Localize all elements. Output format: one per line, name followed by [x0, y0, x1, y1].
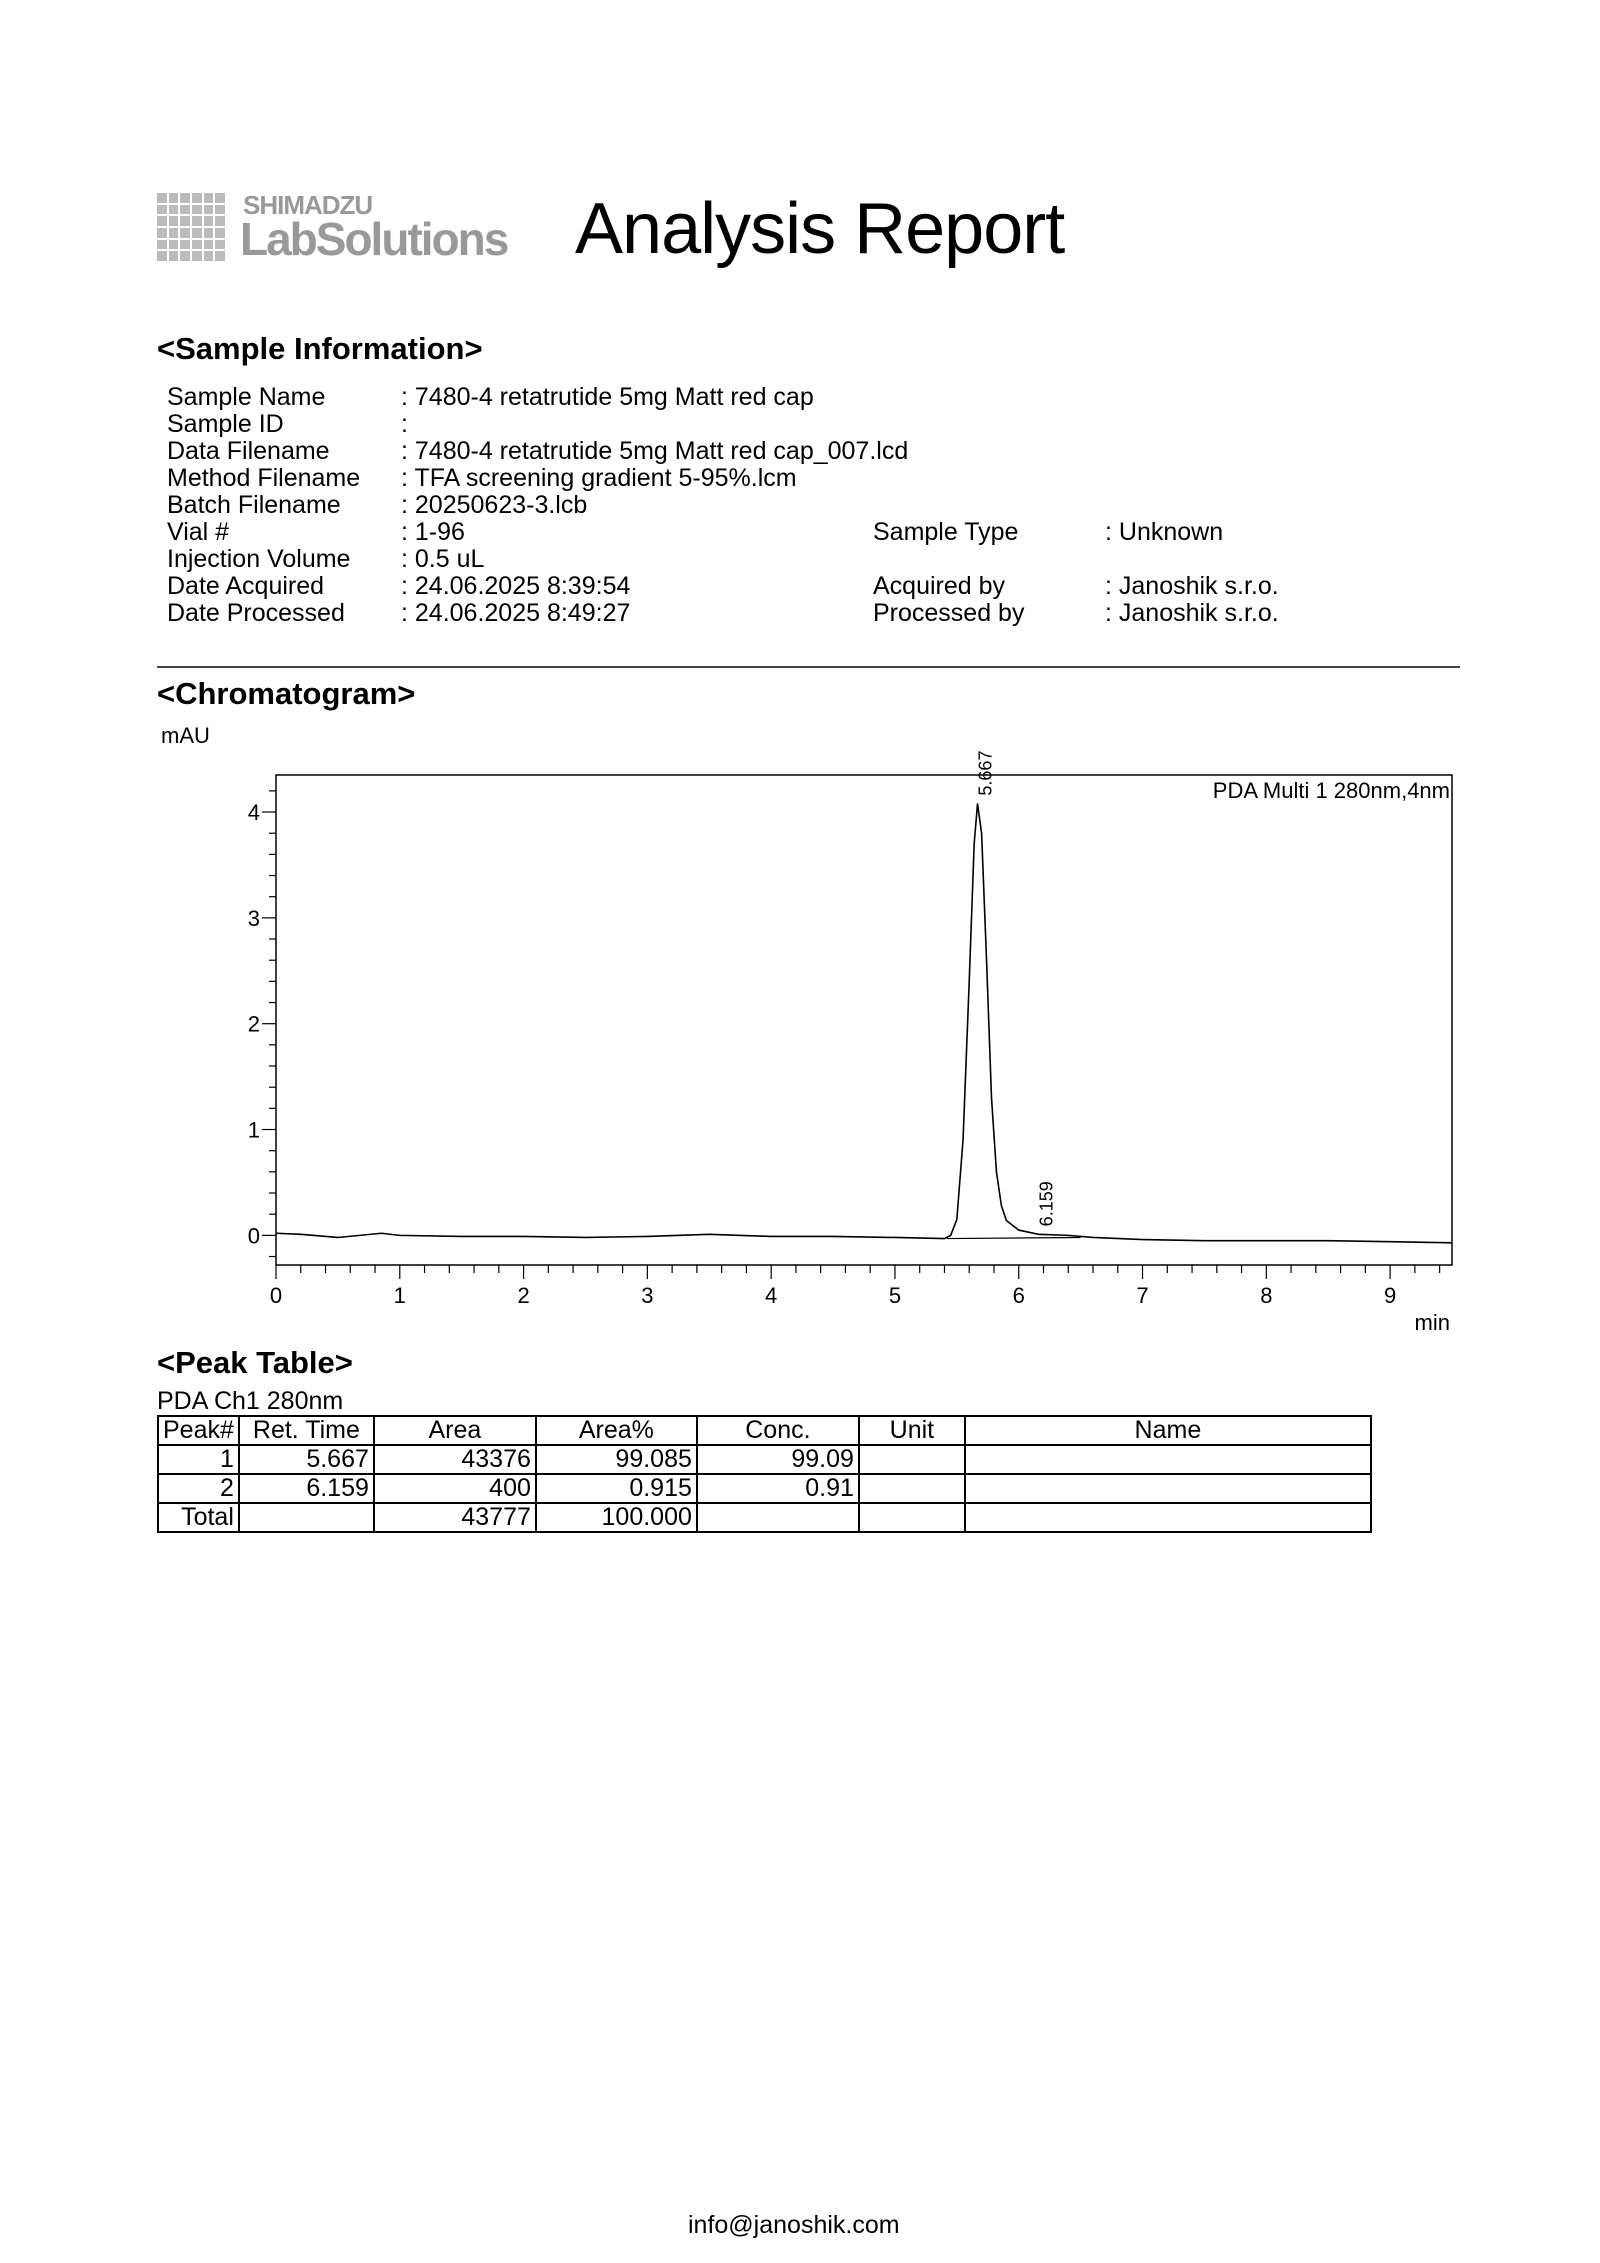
- column-header: Ret. Time: [237, 1415, 375, 1446]
- info-value: :: [401, 410, 408, 438]
- peak-baseline: [946, 1236, 1081, 1240]
- info-label: Sample ID: [167, 410, 284, 438]
- table-cell: [963, 1444, 1372, 1475]
- x-tick-label: 6: [1013, 1283, 1025, 1308]
- table-cell: 99.09: [695, 1444, 860, 1475]
- info-value: : 1-96: [401, 518, 465, 546]
- info-value: : 7480-4 retatrutide 5mg Matt red cap_00…: [401, 437, 909, 465]
- y-axis-label: mAU: [161, 723, 210, 748]
- table-row: 1 5.667 43376 99.085 99.09: [157, 1444, 1372, 1475]
- peak-label: 6.159: [1036, 1181, 1056, 1226]
- table-header-row: Peak# Ret. Time Area Area% Conc. Unit Name: [157, 1415, 1372, 1446]
- info-label: Sample Name: [167, 383, 326, 411]
- info-label: Batch Filename: [167, 491, 341, 519]
- column-header: Unit: [857, 1415, 966, 1446]
- info-value: : 20250623-3.lcb: [401, 491, 588, 519]
- info-value: : Janoshik s.r.o.: [1105, 572, 1279, 600]
- peak-table-heading: <Peak Table>: [157, 1345, 353, 1380]
- table-cell: [695, 1502, 860, 1533]
- info-label: Acquired by: [873, 572, 1006, 600]
- table-cell: 6.159: [237, 1473, 375, 1504]
- sample-info-heading: <Sample Information>: [157, 331, 483, 366]
- info-label: Vial #: [167, 518, 230, 546]
- x-tick-label: 4: [765, 1283, 777, 1308]
- x-tick-label: 7: [1136, 1283, 1148, 1308]
- labsolutions-logo-icon: [157, 193, 225, 261]
- logo-brand: SHIMADZU: [243, 190, 373, 220]
- chromatogram-heading: <Chromatogram>: [157, 676, 416, 711]
- info-label: Processed by: [873, 599, 1025, 627]
- table-cell: 1: [157, 1444, 240, 1475]
- table-cell: 43777: [372, 1502, 537, 1533]
- section-divider: [157, 666, 1460, 668]
- table-cell: 43376: [372, 1444, 537, 1475]
- table-row: Total 43777 100.000: [157, 1502, 1372, 1533]
- x-tick-label: 3: [641, 1283, 653, 1308]
- table-cell: [857, 1502, 966, 1533]
- info-label: Date Processed: [167, 599, 345, 627]
- info-value: : 7480-4 retatrutide 5mg Matt red cap: [401, 383, 814, 411]
- x-tick-label: 8: [1260, 1283, 1272, 1308]
- info-label: Date Acquired: [167, 572, 325, 600]
- column-header: Area: [372, 1415, 537, 1446]
- footer-email: info@janoshik.com: [688, 2211, 900, 2239]
- peak-table-channel: PDA Ch1 280nm: [157, 1387, 344, 1415]
- y-tick-label: 2: [248, 1012, 260, 1037]
- table-cell: Total: [157, 1502, 240, 1533]
- x-tick-label: 9: [1384, 1283, 1396, 1308]
- table-cell: [857, 1444, 966, 1475]
- info-value: : 24.06.2025 8:39:54: [401, 572, 631, 600]
- table-cell: 99.085: [534, 1444, 698, 1475]
- chromatogram-trace: [275, 803, 1453, 1244]
- info-value: : TFA screening gradient 5-95%.lcm: [401, 464, 797, 492]
- table-cell: [857, 1473, 966, 1504]
- info-label: Sample Type: [873, 518, 1019, 546]
- y-tick-label: 3: [248, 906, 260, 931]
- table-cell: [963, 1473, 1372, 1504]
- info-label: Injection Volume: [167, 545, 351, 573]
- info-label: Data Filename: [167, 437, 330, 465]
- chromatogram-chart: mAU min PDA Multi 1 280nm,4nm 0 1 2 3 4 5 6 7 8 9 0 1 2…: [161, 723, 1453, 1335]
- info-value: : Janoshik s.r.o.: [1105, 599, 1279, 627]
- y-tick-label: 4: [248, 800, 260, 825]
- table-cell: [237, 1502, 375, 1533]
- logo-product: LabSolutions: [240, 213, 509, 265]
- x-tick-label: 1: [394, 1283, 406, 1308]
- page-title: Analysis Report: [575, 189, 1065, 269]
- table-cell: 5.667: [237, 1444, 375, 1475]
- y-tick-label: 1: [248, 1118, 260, 1143]
- info-label: Method Filename: [167, 464, 361, 492]
- x-tick-label: 0: [270, 1283, 282, 1308]
- y-tick-label: 0: [248, 1223, 260, 1248]
- table-cell: 0.91: [695, 1473, 860, 1504]
- peak-label: 5.667: [976, 751, 996, 796]
- x-tick-label: 2: [517, 1283, 529, 1308]
- table-row: 2 6.159 400 0.915 0.91: [157, 1473, 1372, 1504]
- column-header: Area%: [534, 1415, 698, 1446]
- peak-table: Peak# Ret. Time Area Area% Conc. Unit Name 1 5.6…: [157, 1415, 1372, 1533]
- legend-label: PDA Multi 1 280nm,4nm: [1213, 778, 1450, 803]
- table-cell: 0.915: [534, 1473, 698, 1504]
- column-header: Conc.: [695, 1415, 860, 1446]
- table-cell: 2: [157, 1473, 240, 1504]
- column-header: Peak#: [157, 1415, 240, 1446]
- column-header: Name: [963, 1415, 1372, 1446]
- table-cell: 400: [372, 1473, 537, 1504]
- table-cell: [963, 1502, 1372, 1533]
- table-cell: 100.000: [534, 1502, 698, 1533]
- x-tick-label: 5: [889, 1283, 901, 1308]
- info-value: : 0.5 uL: [401, 545, 485, 573]
- info-value: : Unknown: [1105, 518, 1224, 546]
- info-value: : 24.06.2025 8:49:27: [401, 599, 631, 627]
- x-axis-label: min: [1415, 1310, 1450, 1335]
- plot-frame: [275, 774, 1453, 1266]
